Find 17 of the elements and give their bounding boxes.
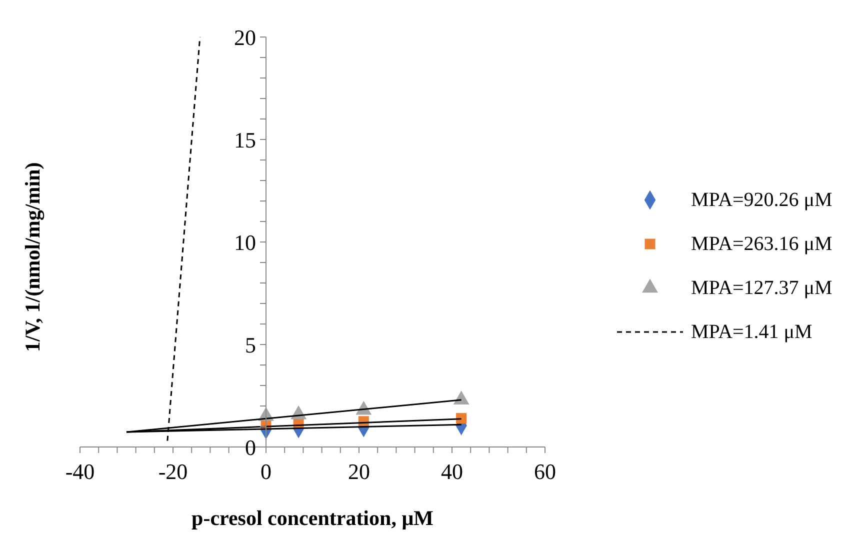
x-tick-label: 40 <box>441 459 463 484</box>
x-tick-label: 60 <box>534 459 556 484</box>
x-tick-label: 0 <box>260 459 272 484</box>
legend-label: MPA=127.37 μM <box>691 276 832 300</box>
legend-label: MPA=920.26 μM <box>691 188 832 212</box>
x-tick-label: -20 <box>158 459 188 484</box>
y-tick-label: 15 <box>234 128 256 152</box>
x-tick-label: -40 <box>65 459 95 484</box>
y-tick-label: 0 <box>245 435 256 460</box>
x-axis-title: p-cresol concentration, μM <box>192 506 434 530</box>
y-axis-title: 1/V, 1/(nmol/mg/min) <box>20 162 44 352</box>
y-tick-label: 10 <box>234 230 256 255</box>
legend-label: MPA=1.41 μM <box>691 320 812 344</box>
y-tick-label: 5 <box>245 332 256 358</box>
x-tick-label: 20 <box>348 459 370 484</box>
legend-label: MPA=263.16 μM <box>691 232 832 256</box>
y-tick-label: 20 <box>234 25 256 50</box>
